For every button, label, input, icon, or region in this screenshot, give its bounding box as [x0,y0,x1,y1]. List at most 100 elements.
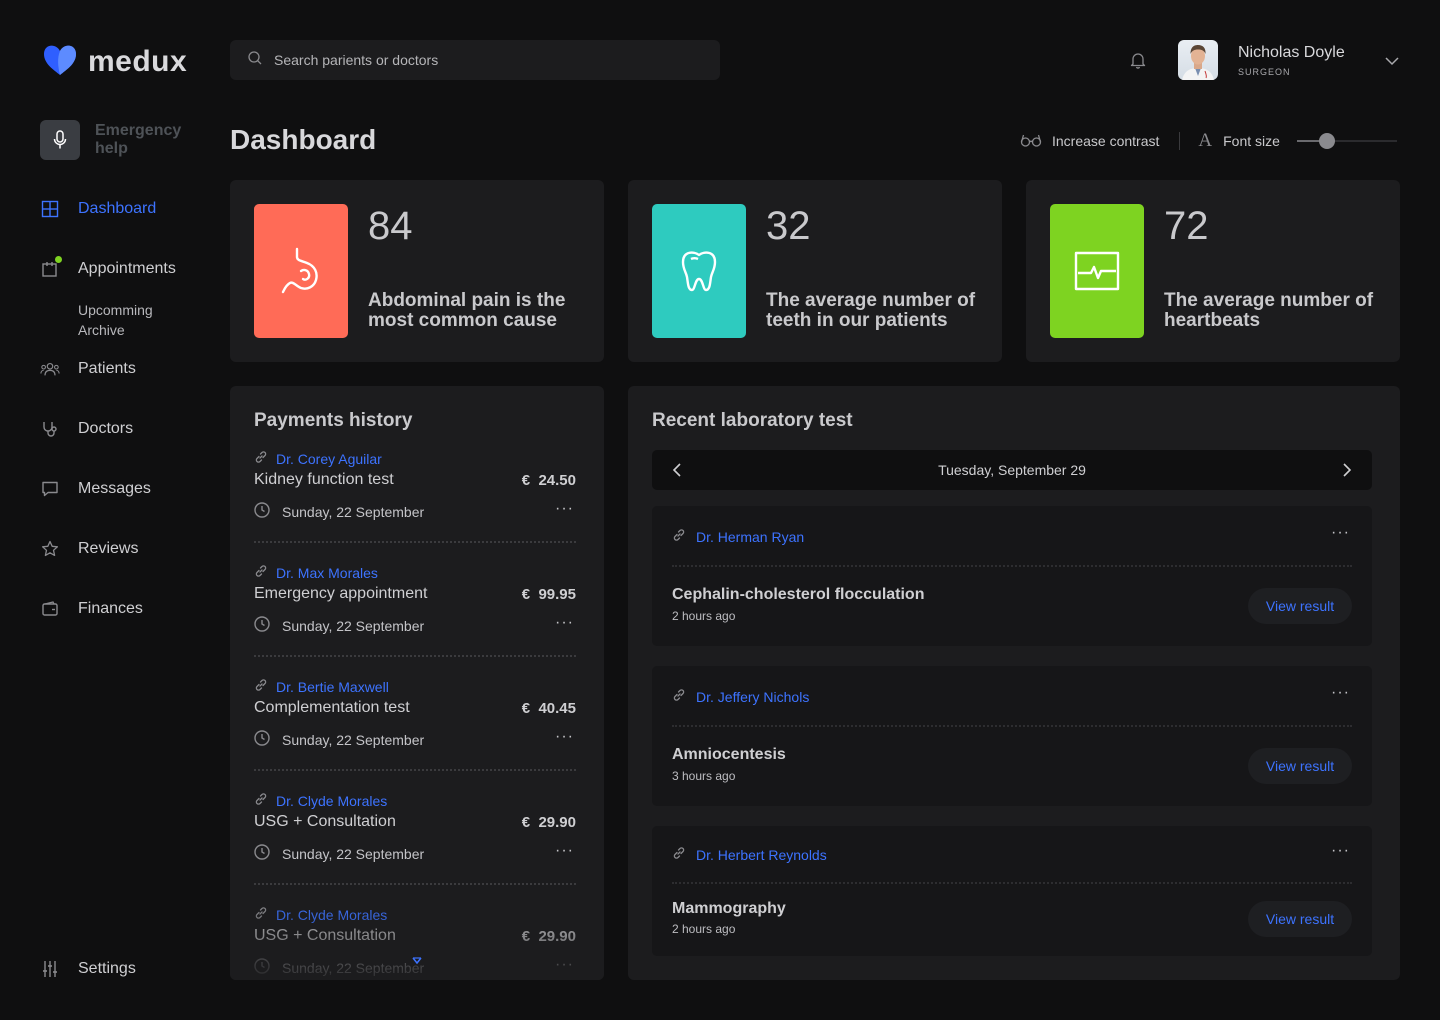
divider [254,883,576,885]
nav-messages[interactable]: Messages [40,479,151,499]
emergency-help-button[interactable]: Emergency help [40,120,195,160]
lab-test-time: 3 hours ago [672,769,736,783]
increase-contrast-toggle[interactable]: Increase contrast [1052,133,1160,149]
more-options-icon[interactable]: ··· [555,500,574,517]
doctor-name: Dr. Clyde Morales [276,792,388,809]
stat-value: 32 [766,204,811,248]
wallet-icon [40,599,60,619]
search-input[interactable] [274,52,694,68]
payment-amount: € 29.90 [521,814,576,831]
payment-test: Kidney function test [254,471,394,488]
stat-card-abdominal: 84 Abdominal pain is the most common cau… [230,180,604,362]
stat-card-teeth: 32 The average number of teeth in our pa… [628,180,1002,362]
nav-label: Dashboard [78,200,157,217]
chevron-right-icon[interactable] [1342,462,1352,481]
divider [672,565,1352,567]
nav-label: Reviews [78,540,139,557]
lab-test-time: 2 hours ago [672,609,736,623]
doctor-link[interactable]: Dr. Clyde Morales [254,906,387,923]
doctor-link[interactable]: Dr. Jeffery Nichols [672,688,809,705]
doctor-link[interactable]: Dr. Corey Aguilar [254,450,382,467]
nav-doctors[interactable]: Doctors [40,419,133,439]
link-icon [254,792,268,809]
more-options-icon[interactable]: ··· [1331,684,1350,701]
scroll-down-icon[interactable] [412,952,422,970]
divider [254,655,576,657]
font-size-label: Font size [1223,133,1280,149]
stat-caption: The average number of heartbeats [1164,290,1374,331]
clock-icon [254,502,270,521]
nav-label: Settings [78,960,136,977]
payment-item: Dr. Max Morales Emergency appointment € … [254,564,576,678]
doctor-link[interactable]: Dr. Max Morales [254,564,378,581]
payment-date: Sunday, 22 September [254,730,424,749]
nav-label: Appointments [78,260,176,277]
more-options-icon[interactable]: ··· [555,956,574,973]
divider [254,541,576,543]
more-options-icon[interactable]: ··· [555,728,574,745]
bell-icon[interactable] [1129,51,1147,74]
doctor-link[interactable]: Dr. Bertie Maxwell [254,678,389,695]
link-icon [254,678,268,695]
payment-date: Sunday, 22 September [254,958,424,977]
link-icon [254,450,268,467]
font-size-slider[interactable] [1296,131,1397,151]
nav-upcoming[interactable]: Upcomming [78,302,153,318]
emergency-help-label: Emergency help [95,122,182,157]
divider [1179,132,1181,150]
logo-text: medux [88,44,188,78]
lab-test-card: Dr. Herman Ryan ··· Cephalin-cholesterol… [652,506,1372,646]
nav-appointments[interactable]: Appointments [40,256,176,279]
stat-value: 84 [368,204,413,248]
doctor-link[interactable]: Dr. Herman Ryan [672,528,804,545]
panel-title: Payments history [254,410,413,431]
message-icon [40,479,60,499]
glasses-icon[interactable] [1020,132,1042,151]
link-icon [672,688,686,705]
stethoscope-icon [40,419,60,439]
user-name: Nicholas Doyle [1238,44,1345,61]
heart-logo-icon [42,42,78,81]
payment-amount: € 99.95 [521,586,576,603]
lab-test-name: Amniocentesis [672,746,786,763]
nav-archive[interactable]: Archive [78,322,125,338]
stat-card-heartbeats: 72 The average number of heartbeats [1026,180,1400,362]
doctor-link[interactable]: Dr. Herbert Reynolds [672,846,827,863]
view-result-button[interactable]: View result [1248,901,1352,937]
calendar-icon [40,256,62,279]
more-options-icon[interactable]: ··· [1331,524,1350,541]
avatar[interactable] [1178,40,1218,80]
payments-history-panel: Payments history Dr. Corey Aguilar Kidne… [230,386,604,980]
slider-handle[interactable] [1318,133,1335,149]
nav-label: Doctors [78,420,134,437]
payment-amount: € 29.90 [521,928,576,945]
payment-item: Dr. Bertie Maxwell Complementation test … [254,678,576,792]
stat-value: 72 [1164,204,1209,248]
nav-dashboard[interactable]: Dashboard [40,199,156,219]
view-result-button[interactable]: View result [1248,588,1352,624]
panel-title: Recent laboratory test [652,410,853,431]
app-logo[interactable]: medux [42,42,187,81]
lab-tests-panel: Recent laboratory test Tuesday, Septembe… [628,386,1400,980]
microphone-icon [40,120,80,160]
payment-test: USG + Consultation [254,927,396,944]
nav-finances[interactable]: Finances [40,599,143,619]
chevron-left-icon[interactable] [672,462,682,481]
payment-date: Sunday, 22 September [254,616,424,635]
payment-item: Dr. Clyde Morales USG + Consultation € 2… [254,792,576,906]
date-navigator: Tuesday, September 29 [652,450,1372,490]
stat-caption: The average number of teeth in our patie… [766,290,976,331]
payment-amount: € 40.45 [521,700,576,717]
lab-test-name: Mammography [672,900,786,917]
nav-settings[interactable]: Settings [40,959,136,979]
more-options-icon[interactable]: ··· [1331,842,1350,859]
more-options-icon[interactable]: ··· [555,614,574,631]
nav-patients[interactable]: Patients [40,359,136,379]
nav-reviews[interactable]: Reviews [40,539,138,559]
doctor-link[interactable]: Dr. Clyde Morales [254,792,387,809]
more-options-icon[interactable]: ··· [555,842,574,859]
nav-label: Patients [78,360,136,377]
view-result-button[interactable]: View result [1248,748,1352,784]
users-icon [40,359,60,379]
chevron-down-icon[interactable] [1384,54,1400,72]
